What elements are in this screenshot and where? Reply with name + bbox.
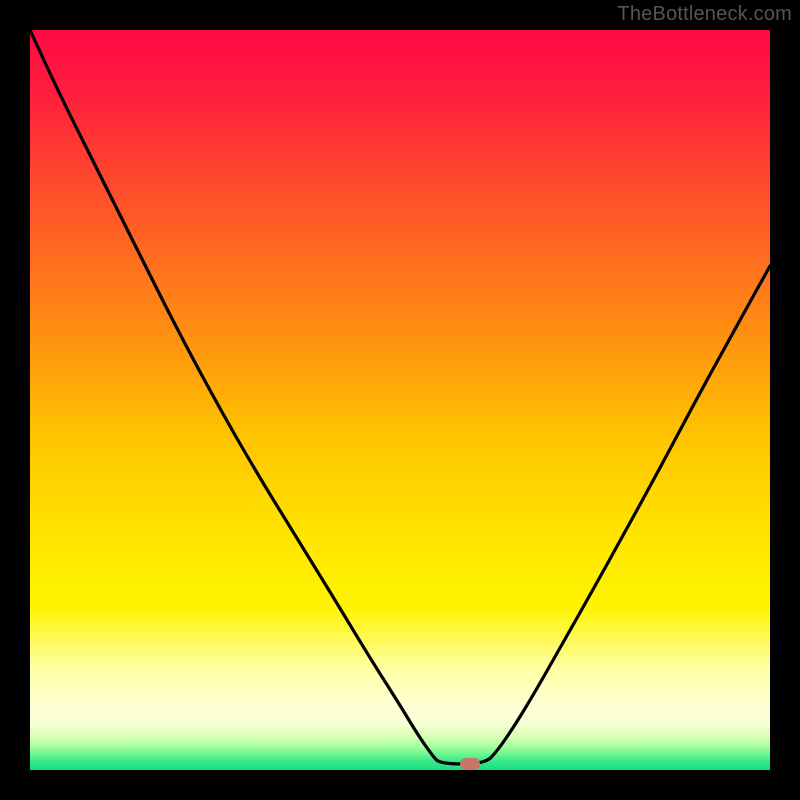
plot-background bbox=[30, 30, 770, 770]
watermark-text: TheBottleneck.com bbox=[617, 3, 792, 26]
chart-wrap: TheBottleneck.com bbox=[0, 0, 800, 800]
optimal-marker bbox=[460, 758, 480, 770]
chart-svg bbox=[0, 0, 800, 800]
